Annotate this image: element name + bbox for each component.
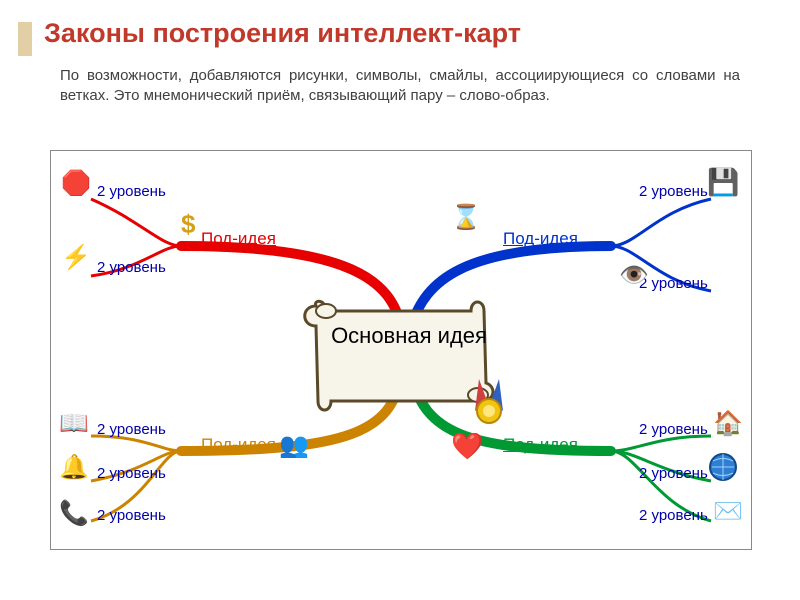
book-icon: 📖 [59,409,89,438]
mindmap-viewport: Основная идея Под-идея Под-идея Под-идея… [51,151,751,549]
people-icon: 👥 [279,431,309,460]
heart-icon: ❤️ [451,431,483,462]
level-label-tl-2: 2 уровень [97,259,166,276]
page-title: Законы построения интеллект-карт [44,18,521,49]
center-label: Основная идея [329,323,489,349]
sub-idea-bl: Под-идея [201,435,276,455]
description-text: По возможности, добавляются рисунки, сим… [60,66,740,107]
level-label-tr-2: 2 уровень [639,275,708,292]
level-label-bl-2: 2 уровень [97,465,166,482]
mindmap-frame: Основная идея Под-идея Под-идея Под-идея… [50,150,752,550]
eye-icon: 👁️ [619,261,649,290]
house-icon: 🏠 [713,409,743,438]
sub-idea-tr: Под-идея [503,229,578,249]
medal-icon [469,379,509,429]
level-label-tr-1: 2 уровень [639,183,708,200]
sub-idea-br: Под-идея [503,435,578,455]
sub-idea-tl: Под-идея [201,229,276,249]
phone-icon: 📞 [59,499,89,528]
level-label-bl-3: 2 уровень [97,507,166,524]
globe-icon [707,451,739,483]
title-accent [18,22,32,56]
hourglass-icon: ⌛ [451,203,481,232]
stop-icon: 🛑 [61,169,91,198]
level-label-br-1: 2 уровень [639,421,708,438]
level-label-br-3: 2 уровень [639,507,708,524]
bolt-icon: ⚡ [61,243,91,272]
level-label-br-2: 2 уровень [639,465,708,482]
dollar-icon: $ [181,209,195,240]
bell-icon: 🔔 [59,453,89,482]
title-bar: Законы построения интеллект-карт [18,18,521,49]
level-label-bl-1: 2 уровень [97,421,166,438]
level-label-tl-1: 2 уровень [97,183,166,200]
floppy-icon: 💾 [707,167,739,198]
envelope-icon: ✉️ [713,497,743,526]
